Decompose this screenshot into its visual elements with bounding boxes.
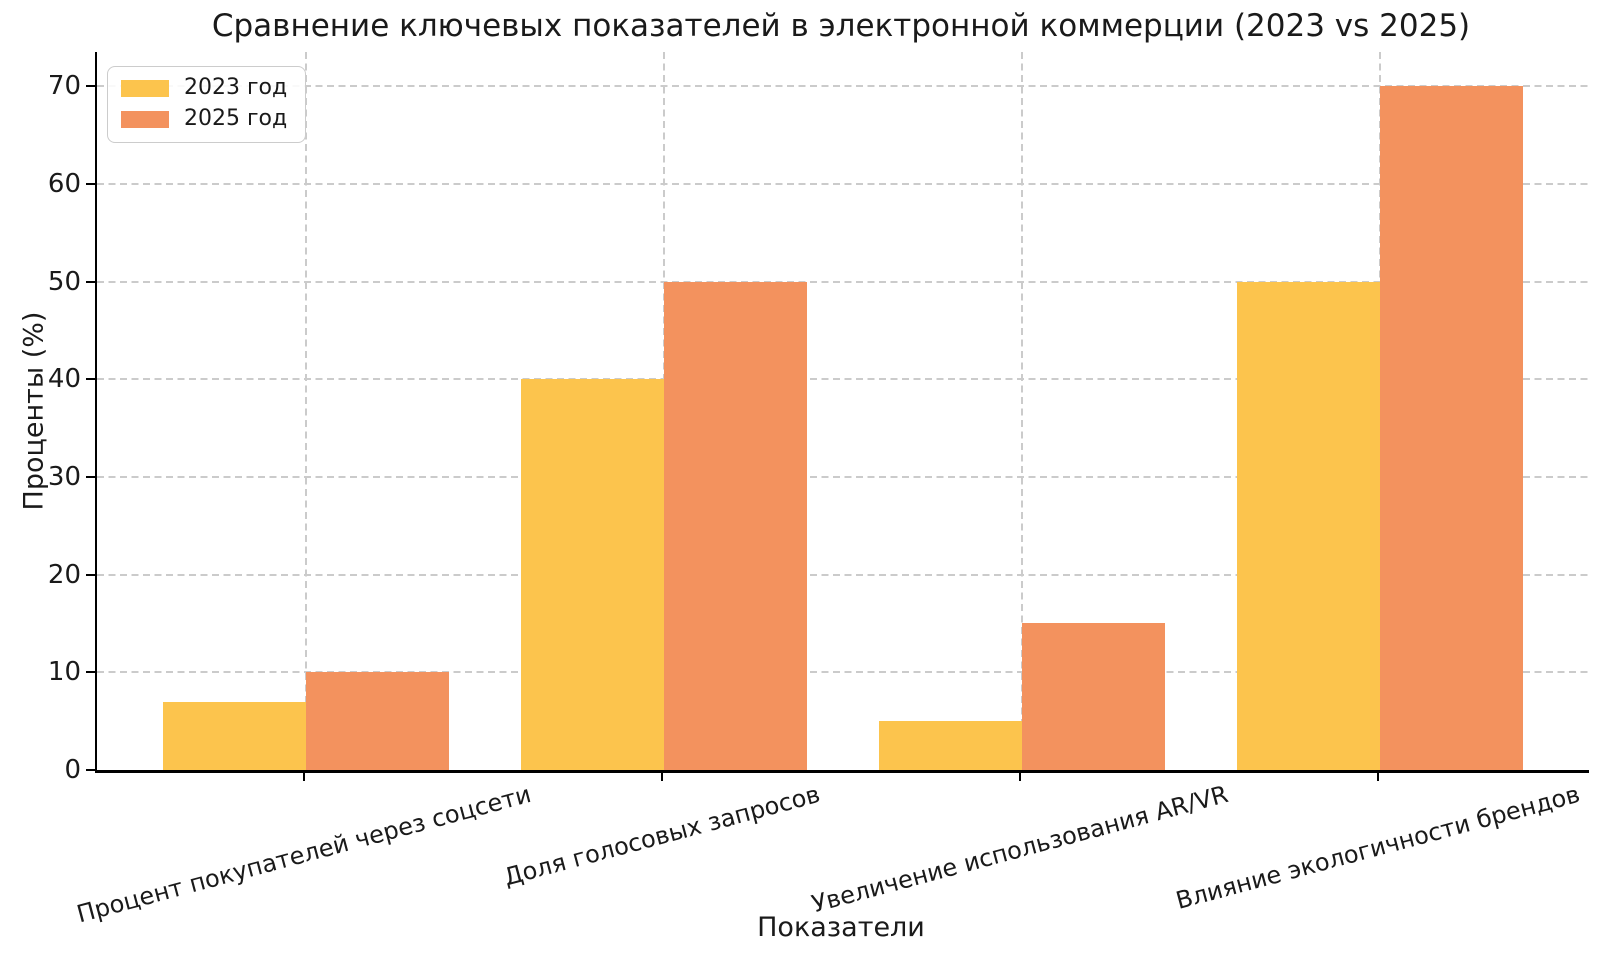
y-tick-label: 70 [47,71,81,102]
y-axis-label: Проценты (%) [18,311,50,511]
legend-item-2023: 2023 год [121,77,287,99]
v-gridline [1021,52,1024,770]
y-tick-label: 30 [47,461,81,492]
bar-2023-год-1 [162,701,306,770]
h-gridline [97,378,1589,381]
y-tick-mark [86,573,95,576]
legend-label-2023: 2023 год [184,75,288,100]
y-tick-label: 10 [47,657,81,688]
bar-2023-год-3 [878,721,1023,770]
y-tick-label: 50 [47,266,81,297]
x-axis-label: Показатели [757,912,925,943]
bar-2023-год-2 [520,379,664,770]
plot-area: 2023 год 2025 год [95,52,1589,773]
legend: 2023 год 2025 год [107,66,307,143]
y-tick-label: 20 [47,559,81,590]
y-tick-label: 40 [47,364,81,395]
x-tick-mark [660,772,663,781]
h-gridline [97,85,1589,88]
bar-2025-год-1 [305,672,450,770]
legend-swatch-2023-icon [121,79,169,97]
y-tick-mark [86,475,95,478]
y-tick-mark [86,769,95,771]
h-gridline [97,671,1589,674]
bar-2023-год-4 [1236,281,1381,770]
x-tick-label: Влияние экологичности брендов [1173,779,1584,915]
legend-swatch-2025-icon [121,110,169,128]
x-tick-label: Доля голосовых запросов [500,779,823,892]
legend-label-2025: 2025 год [184,106,288,131]
y-tick-mark [86,378,95,381]
bar-2025-год-2 [663,281,808,770]
x-tick-mark [1019,772,1022,781]
h-gridline [97,573,1589,576]
legend-item-2025: 2025 год [121,108,287,130]
y-tick-label: 0 [64,755,81,785]
x-tick-label: Процент покупателей через соцсети [73,779,534,929]
y-tick-mark [86,182,95,185]
y-tick-mark [86,671,95,674]
h-gridline [97,475,1589,478]
h-gridline [97,280,1589,283]
x-tick-mark [1377,772,1380,781]
y-tick-mark [86,280,95,283]
y-tick-mark [86,85,95,88]
y-tick-label: 60 [47,168,81,199]
h-gridline [97,182,1589,185]
bar-2025-год-4 [1380,86,1524,770]
chart-title: Сравнение ключевых показателей в электро… [211,8,1471,44]
v-gridline [304,52,307,770]
x-tick-mark [302,772,305,781]
bar-2025-год-3 [1022,623,1166,770]
x-tick-label: Увеличение использования AR/VR [808,780,1232,919]
